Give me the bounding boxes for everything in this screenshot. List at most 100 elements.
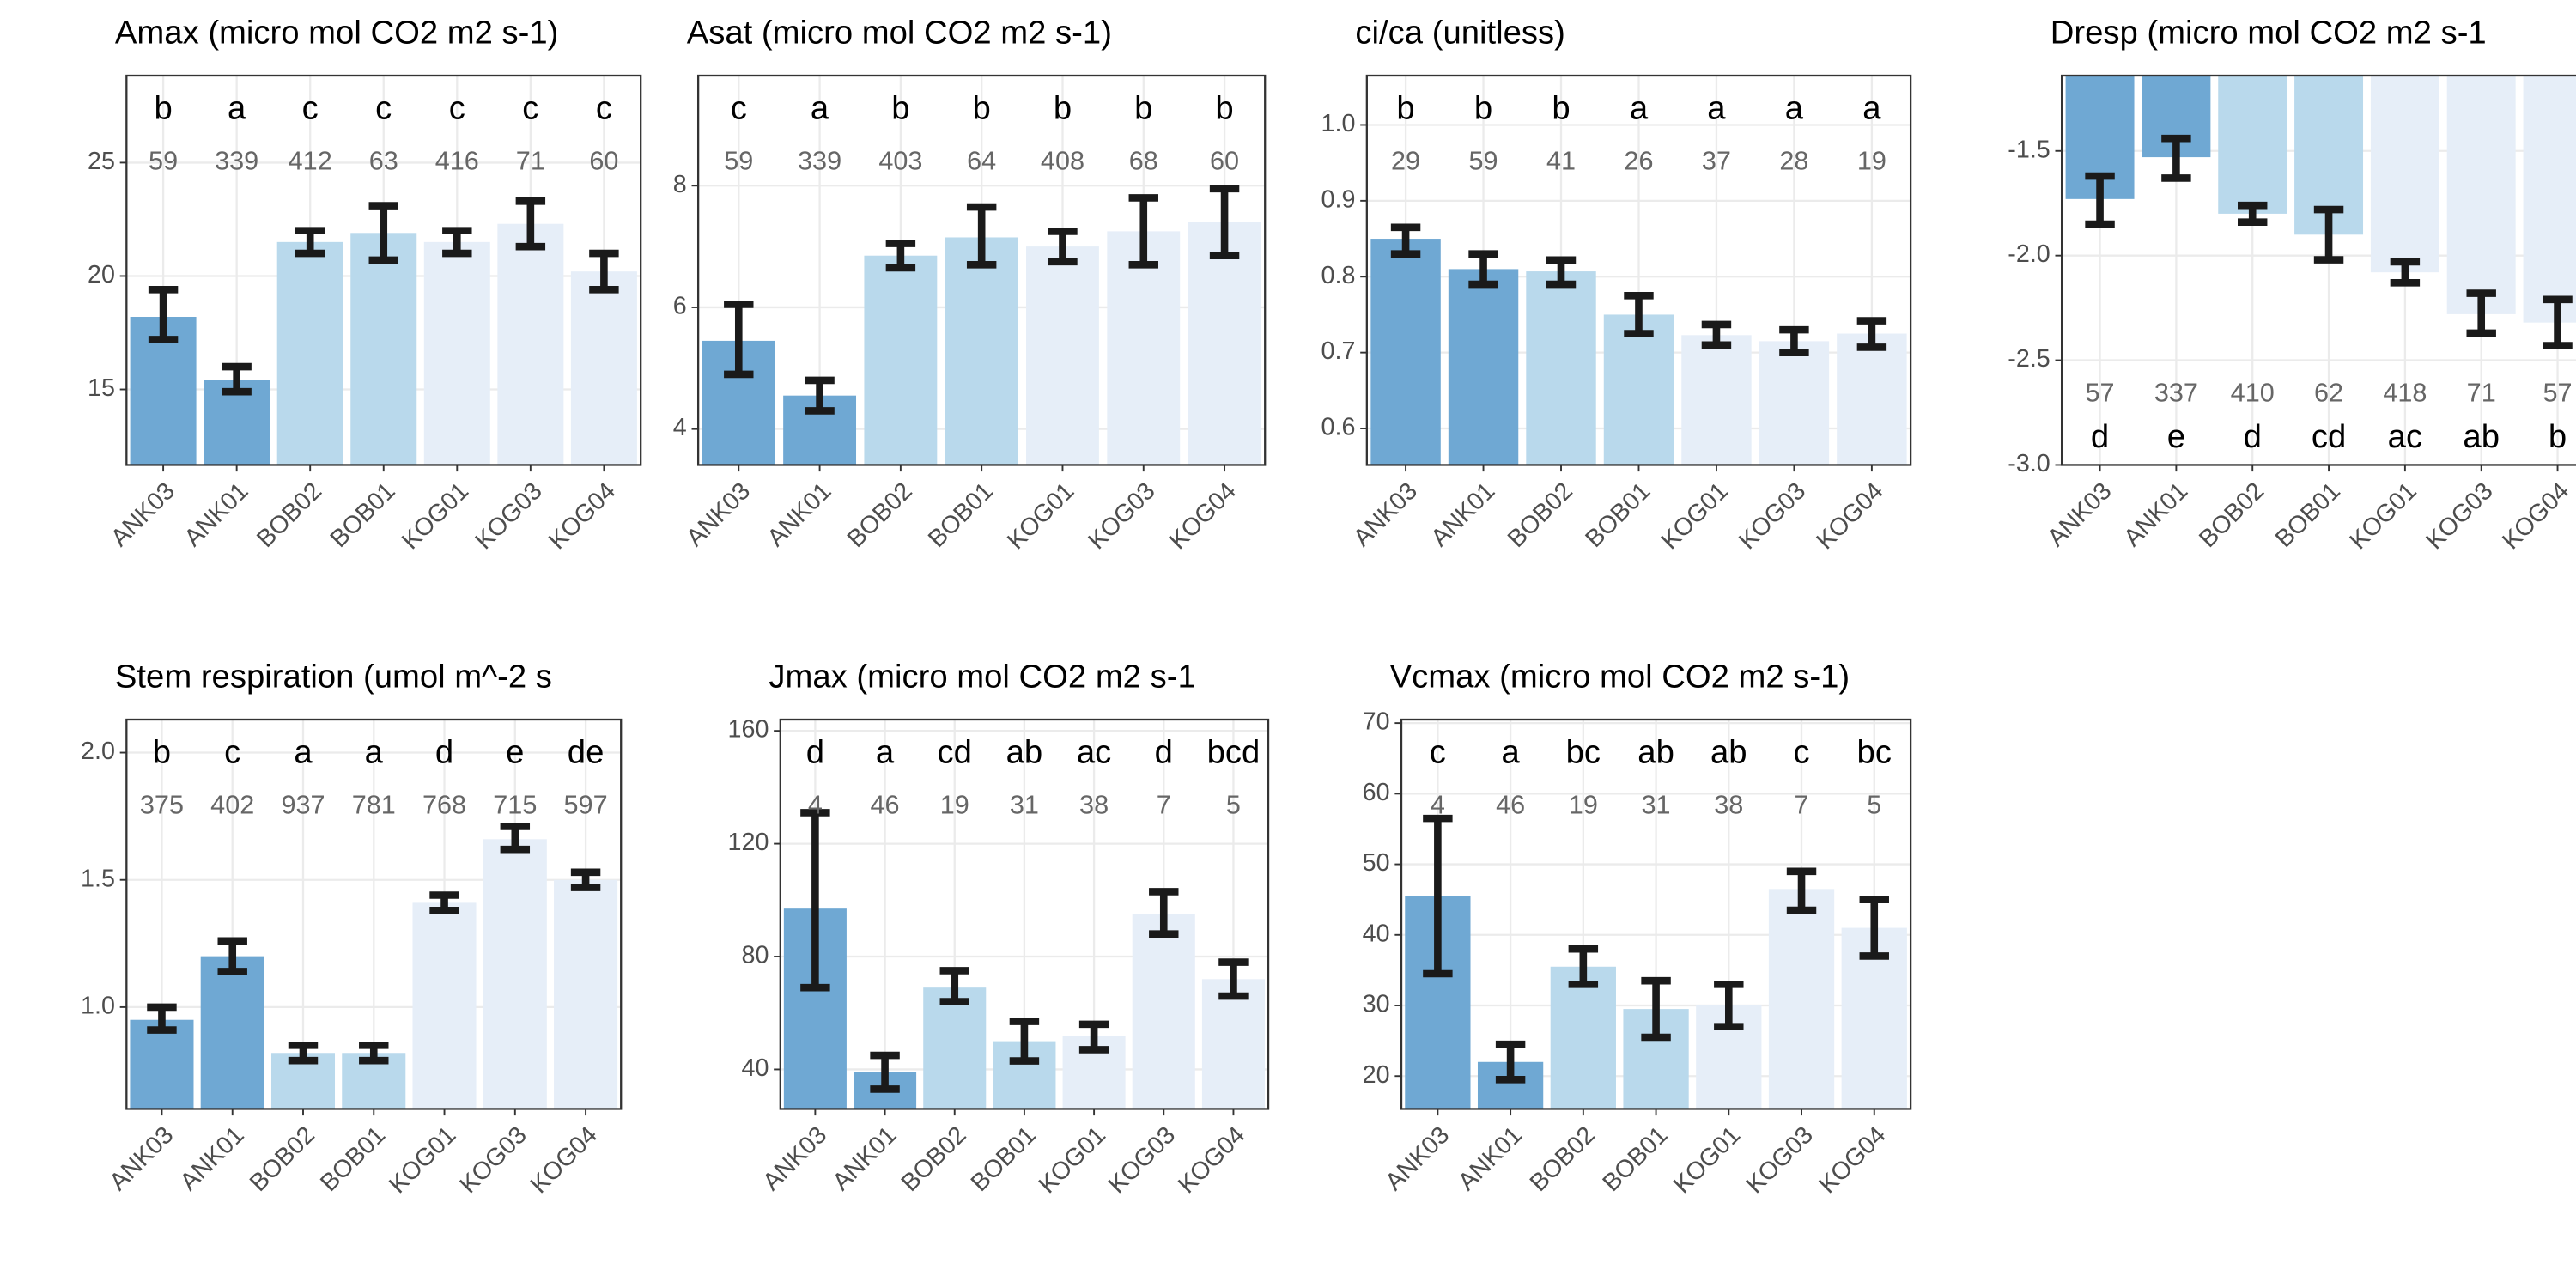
significance-letter: de [568,733,605,770]
plot-border [696,74,1267,466]
sample-count: 38 [1079,791,1109,820]
chart-title: Stem respiration (umol m^-2 s [115,658,552,695]
y-tick-label: 1.0 [81,992,115,1019]
bar [1526,271,1596,465]
significance-letter: b [2549,418,2567,455]
x-tick-label: KOG04 [2497,477,2574,555]
sample-count: 5 [1867,791,1881,820]
sample-count: 37 [1702,147,1731,176]
significance-letter: c [1793,733,1809,770]
sample-count: 28 [1779,147,1808,176]
error-bar [2466,289,2496,337]
error-bar [1468,250,1498,289]
bar [923,987,987,1109]
significance-letter: ab [1006,733,1043,770]
sample-count: 38 [1714,791,1743,820]
x-tick-label: BOB01 [1597,1121,1673,1197]
error-bar [1495,1040,1526,1084]
y-tick-label: 2.0 [81,738,115,765]
significance-letter: b [1054,89,1072,126]
significance-letter: a [1501,733,1520,770]
bar [2218,76,2287,214]
x-tick-label: KOG04 [1811,477,1888,555]
plot-border [1365,74,1912,466]
y-tick-label: -2.5 [2008,345,2050,373]
plot-area [1405,814,1907,1109]
significance-letter: c [302,89,319,126]
bar [1768,889,1835,1109]
y-tick-label: 6 [673,293,687,320]
significance-letter: d [806,733,824,770]
bar [554,879,618,1109]
error-bar [589,249,619,294]
error-bar [1423,814,1453,978]
sample-count: 339 [215,147,258,176]
bar [1448,269,1519,465]
sample-count: 4 [808,791,823,820]
sample-count: 63 [369,147,398,176]
x-tick-label: ANK01 [1453,1121,1528,1196]
significance-letter: a [876,733,895,770]
error-bar [1390,223,1421,258]
x-tick-label: KOG01 [1002,477,1079,555]
x-tick-label: ANK01 [2118,477,2193,552]
error-bar [870,1051,900,1093]
significance-letter: ab [2463,418,2500,455]
x-tick-label: KOG03 [1103,1121,1181,1199]
plot-border [779,718,1270,1110]
x-tick-label: BOB01 [923,477,999,553]
error-bar [1218,958,1249,1000]
significance-letter: cd [938,733,972,770]
sample-count: 339 [798,147,841,176]
sample-count: 402 [210,791,254,820]
sample-count: 41 [1546,147,1576,176]
y-tick-label: 1.5 [81,865,115,892]
y-tick-label: 20 [1363,1061,1390,1089]
bar [1550,966,1616,1109]
error-bar [1149,888,1179,939]
significance-letter: a [1707,89,1726,126]
significance-letter: b [891,89,909,126]
sample-count: 408 [1041,147,1084,176]
bar [1026,246,1099,465]
significance-letter: a [1862,89,1881,126]
plot-area [130,197,637,465]
sample-count: 60 [589,147,618,176]
x-tick-label: BOB02 [896,1121,972,1197]
sample-count: 64 [967,147,996,176]
significance-letter: ac [1077,733,1111,770]
y-tick-label: 80 [741,942,769,969]
panel: 468c59ANK03a339ANK01b403BOB02b64BOB01b40… [673,14,1267,555]
x-tick-label: ANK03 [757,1121,832,1196]
error-bar [359,1042,389,1065]
significance-letter: d [2244,418,2262,455]
x-tick-label: KOG04 [544,477,621,555]
error-bar [1624,292,1654,337]
bar [1370,239,1441,465]
x-tick-label: BOB02 [1525,1121,1601,1197]
bar [1132,914,1195,1109]
significance-letter: a [228,89,246,126]
plot-border [2061,74,2576,466]
bar [423,241,490,465]
plot-area [130,823,618,1109]
error-bar [966,203,997,269]
x-tick-label: KOG01 [1034,1121,1111,1199]
error-bar [885,240,916,272]
significance-letter: b [1474,89,1492,126]
x-tick-label: KOG01 [397,477,474,555]
error-bar [805,376,835,415]
error-bar [2238,201,2268,226]
significance-letter: b [153,733,171,770]
significance-letter: d [1155,733,1173,770]
y-tick-label: -1.5 [2008,136,2050,163]
panel: 40 80 120 160 d 4 ANK03 a 46 ANK01 cd 19 BOB02 ab 31 BO… [728,658,1270,1199]
sample-count: 715 [493,791,537,820]
error-bar [2390,258,2421,287]
sample-count: 59 [724,147,753,176]
significance-letter: c [449,89,465,126]
y-tick-label: 50 [1363,849,1390,877]
significance-letter: c [224,733,240,770]
